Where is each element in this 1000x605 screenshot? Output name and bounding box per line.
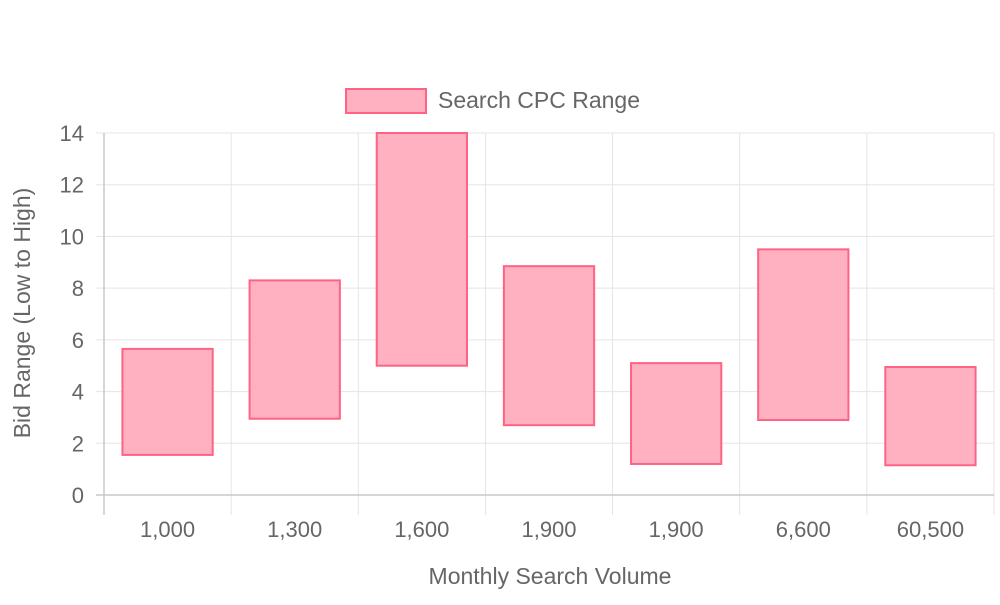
x-tick-labels: 1,000 1,300 1,600 1,900 1,900 6,600 60,500 xyxy=(140,517,964,542)
y-tick-label: 0 xyxy=(72,483,84,508)
axes xyxy=(96,133,994,515)
x-tick-label: 6,600 xyxy=(776,517,831,542)
x-tick-label: 1,300 xyxy=(267,517,322,542)
y-tick-label: 2 xyxy=(72,431,84,456)
x-tick-label: 1,900 xyxy=(649,517,704,542)
y-tick-label: 4 xyxy=(72,380,84,405)
x-tick-label: 60,500 xyxy=(897,517,964,542)
x-tick-label: 1,000 xyxy=(140,517,195,542)
x-tick-label: 1,600 xyxy=(394,517,449,542)
x-tick-label: 1,900 xyxy=(521,517,576,542)
y-axis-title: Bid Range (Low to High) xyxy=(9,188,35,439)
y-tick-label: 6 xyxy=(72,328,84,353)
legend-label: Search CPC Range xyxy=(438,87,640,113)
range-bar[interactable] xyxy=(248,279,341,420)
y-tick-label: 10 xyxy=(60,224,84,249)
range-bar[interactable] xyxy=(757,248,850,422)
range-bar[interactable] xyxy=(502,265,596,427)
grid xyxy=(96,132,995,515)
range-bar[interactable] xyxy=(884,366,977,467)
range-bar[interactable] xyxy=(630,362,723,465)
range-bar[interactable] xyxy=(375,132,468,367)
legend[interactable]: Search CPC Range xyxy=(345,87,640,114)
y-tick-labels: 0 2 4 6 8 10 12 14 xyxy=(60,121,84,508)
y-tick-label: 14 xyxy=(60,121,84,146)
y-tick-label: 12 xyxy=(60,173,84,198)
legend-swatch xyxy=(345,88,427,114)
x-axis-title: Monthly Search Volume xyxy=(429,563,672,589)
range-bar[interactable] xyxy=(121,347,214,456)
bars xyxy=(121,132,977,467)
y-tick-label: 8 xyxy=(72,276,84,301)
